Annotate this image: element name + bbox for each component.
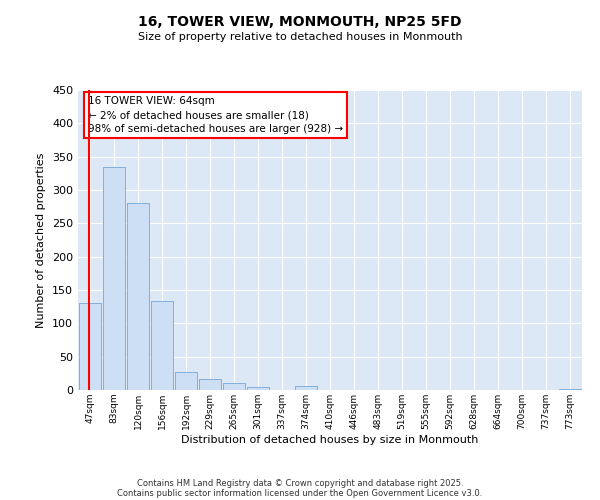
Text: Size of property relative to detached houses in Monmouth: Size of property relative to detached ho…: [137, 32, 463, 42]
Bar: [175, 372, 197, 390]
Text: Contains public sector information licensed under the Open Government Licence v3: Contains public sector information licen…: [118, 488, 482, 498]
Bar: [247, 386, 269, 390]
Bar: [199, 380, 221, 390]
Bar: [295, 386, 317, 390]
Bar: [151, 302, 173, 390]
Bar: [127, 204, 149, 390]
Bar: [559, 388, 581, 390]
Text: Contains HM Land Registry data © Crown copyright and database right 2025.: Contains HM Land Registry data © Crown c…: [137, 478, 463, 488]
Bar: [103, 166, 125, 390]
Text: 16 TOWER VIEW: 64sqm
← 2% of detached houses are smaller (18)
98% of semi-detach: 16 TOWER VIEW: 64sqm ← 2% of detached ho…: [88, 96, 343, 134]
X-axis label: Distribution of detached houses by size in Monmouth: Distribution of detached houses by size …: [181, 434, 479, 444]
Bar: [223, 382, 245, 390]
Text: 16, TOWER VIEW, MONMOUTH, NP25 5FD: 16, TOWER VIEW, MONMOUTH, NP25 5FD: [138, 15, 462, 29]
Bar: [79, 304, 101, 390]
Y-axis label: Number of detached properties: Number of detached properties: [37, 152, 46, 328]
